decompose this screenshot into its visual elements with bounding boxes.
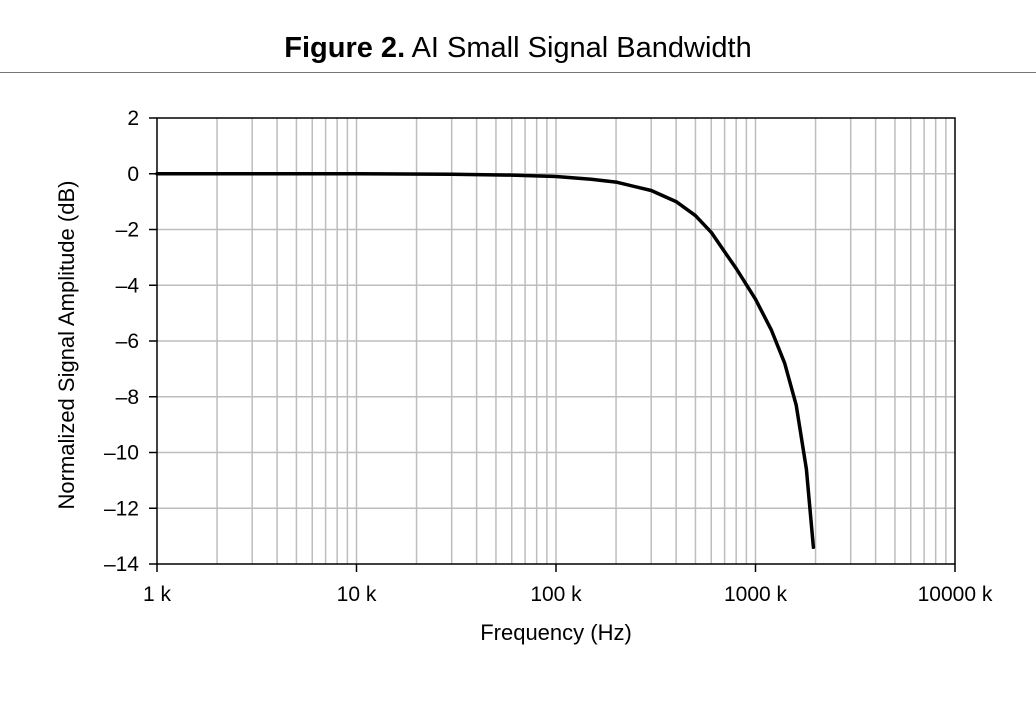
- figure-title-text: AI Small Signal Bandwidth: [411, 32, 752, 64]
- y-tick-label: 2: [127, 107, 139, 130]
- series-line: [155, 172, 816, 550]
- x-tick-label: 10000 k: [918, 583, 993, 606]
- y-tick-label: 0: [127, 163, 139, 186]
- y-axis-label: Normalized Signal Amplitude (dB): [54, 181, 79, 510]
- series-layer: [155, 172, 816, 550]
- y-tick-label: –6: [116, 330, 139, 353]
- x-tick-label: 1000 k: [724, 583, 788, 606]
- y-tick-label: –4: [116, 274, 140, 297]
- y-tick-label: –8: [116, 386, 139, 409]
- chart-grid: [157, 118, 955, 564]
- x-tick-label: 1 k: [143, 583, 172, 606]
- axis-ticks: [149, 117, 956, 572]
- x-axis-label: Frequency (Hz): [480, 620, 632, 645]
- x-tick-label: 10 k: [337, 583, 377, 606]
- y-tick-label: –14: [104, 553, 139, 576]
- y-tick-label: –12: [104, 497, 139, 520]
- figure-number: Figure 2.: [284, 32, 406, 64]
- y-tick-label: –2: [116, 219, 139, 242]
- x-tick-label: 100 k: [530, 583, 582, 606]
- title-divider: [0, 72, 1036, 73]
- figure-title: Figure 2. AI Small Signal Bandwidth: [0, 28, 1036, 68]
- tick-labels: 1 k 10 k 100 k 1000 k 10000 k 2 0 –2 –4 –6 –8 –10 –1…: [104, 107, 993, 606]
- y-tick-label: –10: [104, 442, 139, 465]
